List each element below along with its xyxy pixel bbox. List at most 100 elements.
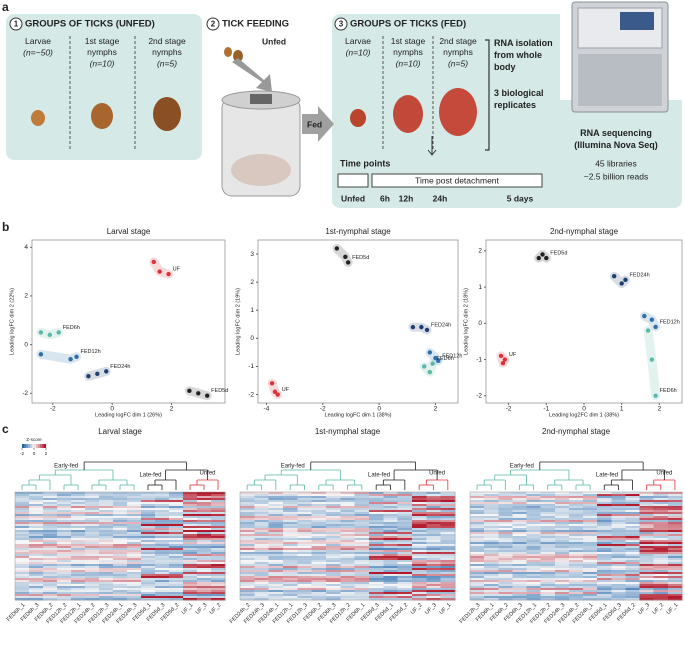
group-label: Unfed: [199, 471, 215, 477]
y-tick-label: 0: [250, 335, 254, 342]
heatmap-cell: [526, 566, 541, 569]
heatmap-cell: [43, 494, 58, 497]
x-tick-label: 2: [658, 406, 662, 413]
heatmap-cell: [155, 576, 170, 579]
heatmap-cell: [297, 572, 312, 575]
heatmap-cell: [15, 536, 30, 539]
heatmap-cell: [297, 510, 312, 513]
heatmap-cell: [554, 508, 570, 511]
heatmap-cell: [397, 530, 413, 533]
heatmap-cell: [554, 520, 570, 523]
heatmap-cell: [71, 522, 86, 525]
heatmap-cell: [440, 556, 456, 559]
heatmap-cell: [283, 556, 298, 559]
heatmap-cell: [340, 576, 355, 579]
heatmap-cell: [155, 546, 170, 549]
heatmap-cell: [383, 544, 398, 547]
heatmap-cell: [554, 592, 570, 595]
heatmap-cell: [71, 520, 86, 523]
heatmap-cell: [484, 572, 499, 575]
heatmap-cell: [568, 496, 584, 499]
heatmap-cell: [15, 532, 30, 535]
group-name-line: nymphs: [152, 47, 182, 57]
heatmap-cell: [43, 570, 58, 573]
heatmap-cell: [554, 560, 570, 563]
heatmap-cell: [354, 562, 370, 565]
heatmap-cell: [254, 596, 269, 599]
heatmap-cell: [268, 590, 284, 593]
heatmap-cell: [297, 528, 312, 531]
heatmap-cell: [127, 592, 142, 595]
heatmap-cell: [639, 572, 655, 575]
heatmap-cell: [526, 532, 541, 535]
heatmap-cell: [383, 502, 398, 505]
heatmap-cell: [583, 496, 598, 499]
heatmap-cell: [15, 544, 30, 547]
heatmap-cell: [440, 526, 456, 529]
heatmap-cell: [354, 500, 370, 503]
heatmap-cell: [127, 502, 142, 505]
heatmap-cell: [311, 520, 327, 523]
heatmap-cell: [197, 564, 212, 567]
heatmap-cell: [340, 524, 355, 527]
heatmap-cell: [412, 518, 427, 521]
heatmap-cell: [369, 550, 384, 553]
heatmap-cell: [653, 534, 669, 537]
heatmap-cell: [639, 566, 655, 569]
heatmap-cell: [383, 592, 398, 595]
heatmap-cell: [283, 550, 298, 553]
heatmap-cell: [512, 498, 527, 501]
heatmap-cell: [484, 512, 499, 515]
heatmap-cell: [57, 574, 72, 577]
heatmap-cell: [512, 574, 527, 577]
heatmap-cell: [639, 518, 655, 521]
heatmap-cell: [340, 544, 355, 547]
heatmap-cell: [99, 526, 114, 529]
heatmap-cell: [554, 492, 570, 495]
heatmap-cell: [597, 526, 612, 529]
heatmap-cell: [268, 504, 284, 507]
heatmap-cell: [412, 530, 427, 533]
heatmap-cell: [127, 576, 142, 579]
heatmap-cell: [440, 532, 456, 535]
heatmap-cell: [240, 542, 255, 545]
heatmap-cell: [369, 568, 384, 571]
heatmap-cell: [240, 574, 255, 577]
heatmap-cell: [169, 590, 184, 593]
heatmap-cell: [470, 582, 485, 585]
heatmap-cell: [583, 574, 598, 577]
heatmap-cell: [169, 536, 184, 539]
heatmap-cell: [653, 528, 669, 531]
heatmap-cell: [197, 546, 212, 549]
heatmap-cell: [43, 572, 58, 575]
heatmap-cell: [113, 564, 128, 567]
heatmap-cell: [484, 548, 499, 551]
heatmap-cell: [583, 516, 598, 519]
heatmap-cell: [526, 568, 541, 571]
heatmap-cell: [127, 526, 142, 529]
heatmap-cell: [141, 566, 156, 569]
heatmap-cell: [568, 520, 584, 523]
heatmap-cell: [397, 572, 413, 575]
heatmap-cell: [540, 588, 556, 591]
heatmap-cell: [540, 584, 556, 587]
heatmap-cell: [254, 552, 269, 555]
heatmap-cell: [113, 554, 128, 557]
heatmap-cell: [155, 492, 170, 495]
heatmap-cell: [426, 518, 441, 521]
heatmap-cell: [141, 564, 156, 567]
heatmap-cell: [426, 494, 441, 497]
heatmap-cell: [15, 558, 30, 561]
heatmap-cell: [141, 514, 156, 517]
heatmap-cell: [568, 574, 584, 577]
heatmap-cell: [268, 548, 284, 551]
heatmap-title: 1st-nymphal stage: [315, 427, 381, 436]
heatmap-cell: [639, 584, 655, 587]
heatmap-cell: [268, 538, 284, 541]
group-name-line: nymphs: [87, 47, 117, 57]
heatmap-cell: [29, 568, 44, 571]
heatmap-cell: [141, 504, 156, 507]
heatmap-cell: [383, 570, 398, 573]
heatmap-cell: [498, 518, 513, 521]
x-tick-label: 0: [110, 406, 114, 413]
